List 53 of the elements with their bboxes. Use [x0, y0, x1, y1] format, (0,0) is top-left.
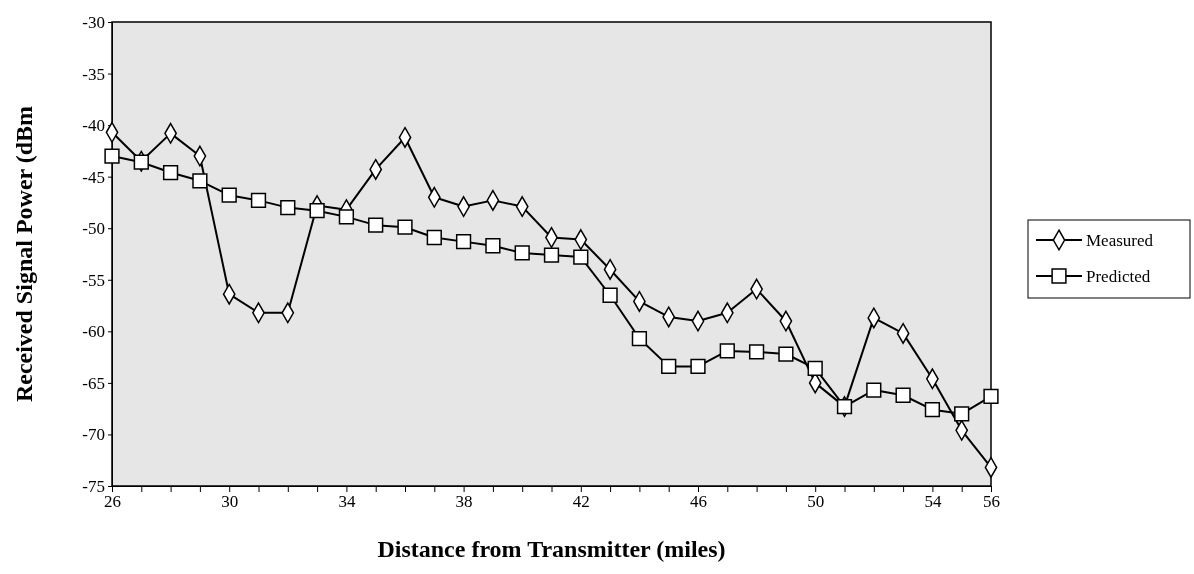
y-tick-label: -45: [82, 167, 105, 187]
point: [807, 360, 823, 377]
point: [602, 287, 618, 303]
x-tick-label: 50: [807, 492, 825, 512]
point: [133, 154, 149, 170]
x-tick-label: 54: [924, 492, 942, 512]
y-tick-label: -40: [82, 116, 105, 136]
x-tick-label: 46: [690, 492, 707, 512]
point: [954, 406, 970, 422]
point: [192, 173, 208, 189]
y-tick-label: -35: [82, 64, 105, 84]
point: [895, 387, 911, 403]
point: [719, 343, 735, 359]
point: [250, 192, 267, 209]
point: [104, 148, 120, 164]
legend-label: Measured: [1086, 231, 1154, 250]
point: [983, 388, 999, 404]
y-tick-label: -70: [82, 425, 105, 445]
point: [309, 203, 325, 219]
point: [221, 187, 237, 203]
point: [426, 229, 442, 246]
point: [748, 344, 765, 360]
point: [280, 199, 296, 216]
point: [690, 358, 706, 375]
y-tick-label: -50: [82, 219, 105, 239]
x-tick-label: 42: [572, 492, 590, 512]
y-axis-title: Received Signal Power (dBm: [11, 105, 37, 403]
point: [543, 247, 560, 263]
point: [631, 330, 648, 347]
point: [924, 402, 941, 418]
point: [162, 164, 179, 181]
point: [368, 217, 384, 233]
y-tick-label: -30: [82, 12, 105, 32]
point: [397, 219, 413, 235]
y-tick-label: -75: [82, 476, 105, 496]
point: [514, 245, 530, 261]
x-tick-label: 34: [338, 492, 356, 512]
point: [338, 209, 355, 225]
x-axis-title: Distance from Transmitter (miles): [377, 536, 726, 562]
x-tick-label: 56: [983, 492, 1000, 512]
point: [485, 238, 501, 254]
point: [455, 233, 472, 250]
legend-label: Predicted: [1086, 267, 1151, 286]
point: [661, 358, 677, 375]
x-tick-label: 38: [455, 492, 473, 512]
point: [866, 382, 882, 398]
x-tick-label: 30: [221, 492, 239, 512]
point: [778, 346, 794, 362]
y-tick-label: -55: [82, 270, 105, 290]
y-tick-label: -60: [82, 322, 105, 342]
point: [573, 249, 589, 265]
y-tick-label: -65: [82, 373, 105, 393]
x-tick-label: 26: [104, 492, 121, 512]
